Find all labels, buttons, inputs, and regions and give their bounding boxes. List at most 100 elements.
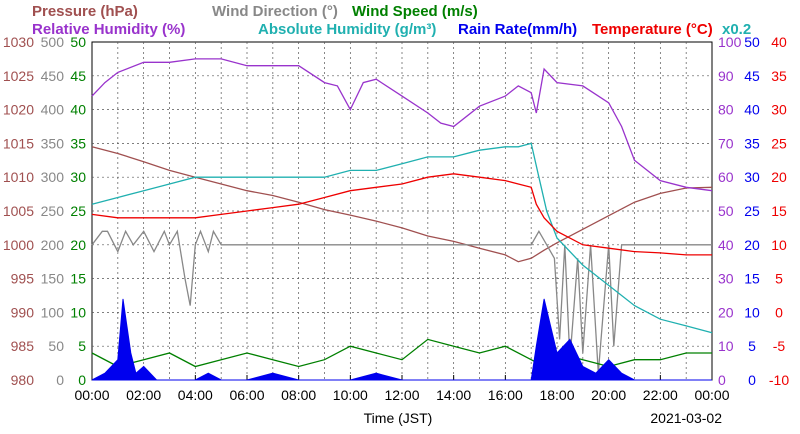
y-tick-label: 1030 [3,34,34,50]
y-tick-label: 450 [41,68,65,84]
y-tick-label: 980 [11,372,35,388]
x-axis-label: Time (JST) [364,410,433,426]
y-tick-label: 35 [70,135,86,151]
y-tick-label: 500 [41,34,65,50]
y-tick-label: 10 [771,237,787,253]
y-tick-label: 0 [718,372,726,388]
y-tick-label: 15 [771,203,787,219]
y-tick-label: 1000 [3,237,34,253]
y-tick-label: 250 [41,203,65,219]
y-tick-label: 10 [70,304,86,320]
series-pressure-hpa [91,146,713,263]
y-tick-label: -5 [773,338,786,354]
y-tick-label: 35 [771,68,787,84]
x-tick-label: 00:00 [74,387,109,403]
title-2-3: Rain Rate(mm/h) [458,21,577,38]
y-tick-label: 45 [744,68,760,84]
x-tick-label: 00:00 [694,387,729,403]
title-2-2: Absolute Humidity (g/m³) [258,21,436,38]
y-tick-label: 1005 [3,203,34,219]
y-tick-label: 0 [56,372,64,388]
y-tick-label: 990 [11,304,35,320]
y-tick-label: 400 [41,102,65,118]
y-tick-label: 25 [771,135,787,151]
y-tick-label: 100 [41,304,65,320]
series-absolute-humidity-g-m [91,142,713,334]
x-tick-label: 06:00 [229,387,264,403]
y-tick-label: 35 [744,135,760,151]
y-tick-label: 20 [771,169,787,185]
chart-axes: 00:00 02:00 04:00 06:00 08:00 10:00 12:00 14:00… [3,34,789,403]
y-tick-label: 40 [771,34,787,50]
title-2-4: Temperature (°C) [592,21,713,38]
title-2-5: x0.2 [722,21,751,38]
x-tick-label: 20:00 [591,387,626,403]
y-tick-label: 1025 [3,68,34,84]
y-tick-label: 10 [744,304,760,320]
y-tick-label: 150 [41,271,65,287]
y-tick-label: 50 [48,338,64,354]
y-tick-label: 30 [771,102,787,118]
y-tick-label: 90 [718,68,734,84]
y-tick-label: 30 [744,169,760,185]
y-tick-label: 30 [70,169,86,185]
series-rain-rate-mm-h [91,298,712,381]
y-tick-label: 1015 [3,135,34,151]
y-tick-label: -10 [769,372,789,388]
series-wind-direction [91,229,712,374]
x-tick-label: 08:00 [281,387,316,403]
x-tick-label: 22:00 [643,387,678,403]
y-tick-label: 0 [78,372,86,388]
chart-series [91,58,713,381]
x-tick-label: 04:00 [178,387,213,403]
y-tick-label: 25 [744,203,760,219]
x-tick-label: 14:00 [436,387,471,403]
chart-grid [91,41,713,381]
y-tick-label: 20 [70,237,86,253]
y-tick-label: 5 [78,338,86,354]
x-tick-label: 10:00 [333,387,368,403]
y-tick-label: 15 [70,271,86,287]
series-relative-humidity [91,58,713,192]
x-tick-label: 16:00 [488,387,523,403]
y-tick-label: 70 [718,135,734,151]
title-1-2: Wind Direction (°) [212,3,338,20]
y-tick-label: 300 [41,169,65,185]
y-tick-label: 50 [718,203,734,219]
title-2-1: Relative Humidity (%) [32,21,185,38]
y-tick-label: 10 [718,338,734,354]
y-tick-label: 0 [748,372,756,388]
y-tick-label: 40 [718,237,734,253]
title-1-3: Wind Speed (m/s) [352,3,478,20]
x-tick-label: 18:00 [539,387,574,403]
y-tick-label: 40 [70,102,86,118]
y-tick-label: 1010 [3,169,34,185]
y-tick-label: 200 [41,237,65,253]
y-tick-label: 20 [718,304,734,320]
x-tick-label: 02:00 [126,387,161,403]
y-tick-label: 100 [718,34,742,50]
x-tick-label: 12:00 [384,387,419,403]
y-tick-label: 350 [41,135,65,151]
y-tick-label: 50 [70,34,86,50]
y-tick-label: 20 [744,237,760,253]
y-tick-label: 1020 [3,102,34,118]
y-tick-label: 30 [718,271,734,287]
chart-title: Pressure (hPa) Wind Direction (°) Wind Spe… [32,3,751,38]
y-tick-label: 985 [11,338,35,354]
y-tick-label: 5 [775,271,783,287]
title-1-1: Pressure (hPa) [32,3,138,20]
y-tick-label: 60 [718,169,734,185]
y-tick-label: 40 [744,102,760,118]
y-tick-label: 25 [70,203,86,219]
y-tick-label: 45 [70,68,86,84]
y-tick-label: 995 [11,271,35,287]
date-label: 2021-03-02 [650,410,722,426]
y-tick-label: 80 [718,102,734,118]
y-tick-label: 5 [748,338,756,354]
y-tick-label: 50 [744,34,760,50]
y-tick-label: 15 [744,271,760,287]
series-temperature-c [91,173,712,256]
